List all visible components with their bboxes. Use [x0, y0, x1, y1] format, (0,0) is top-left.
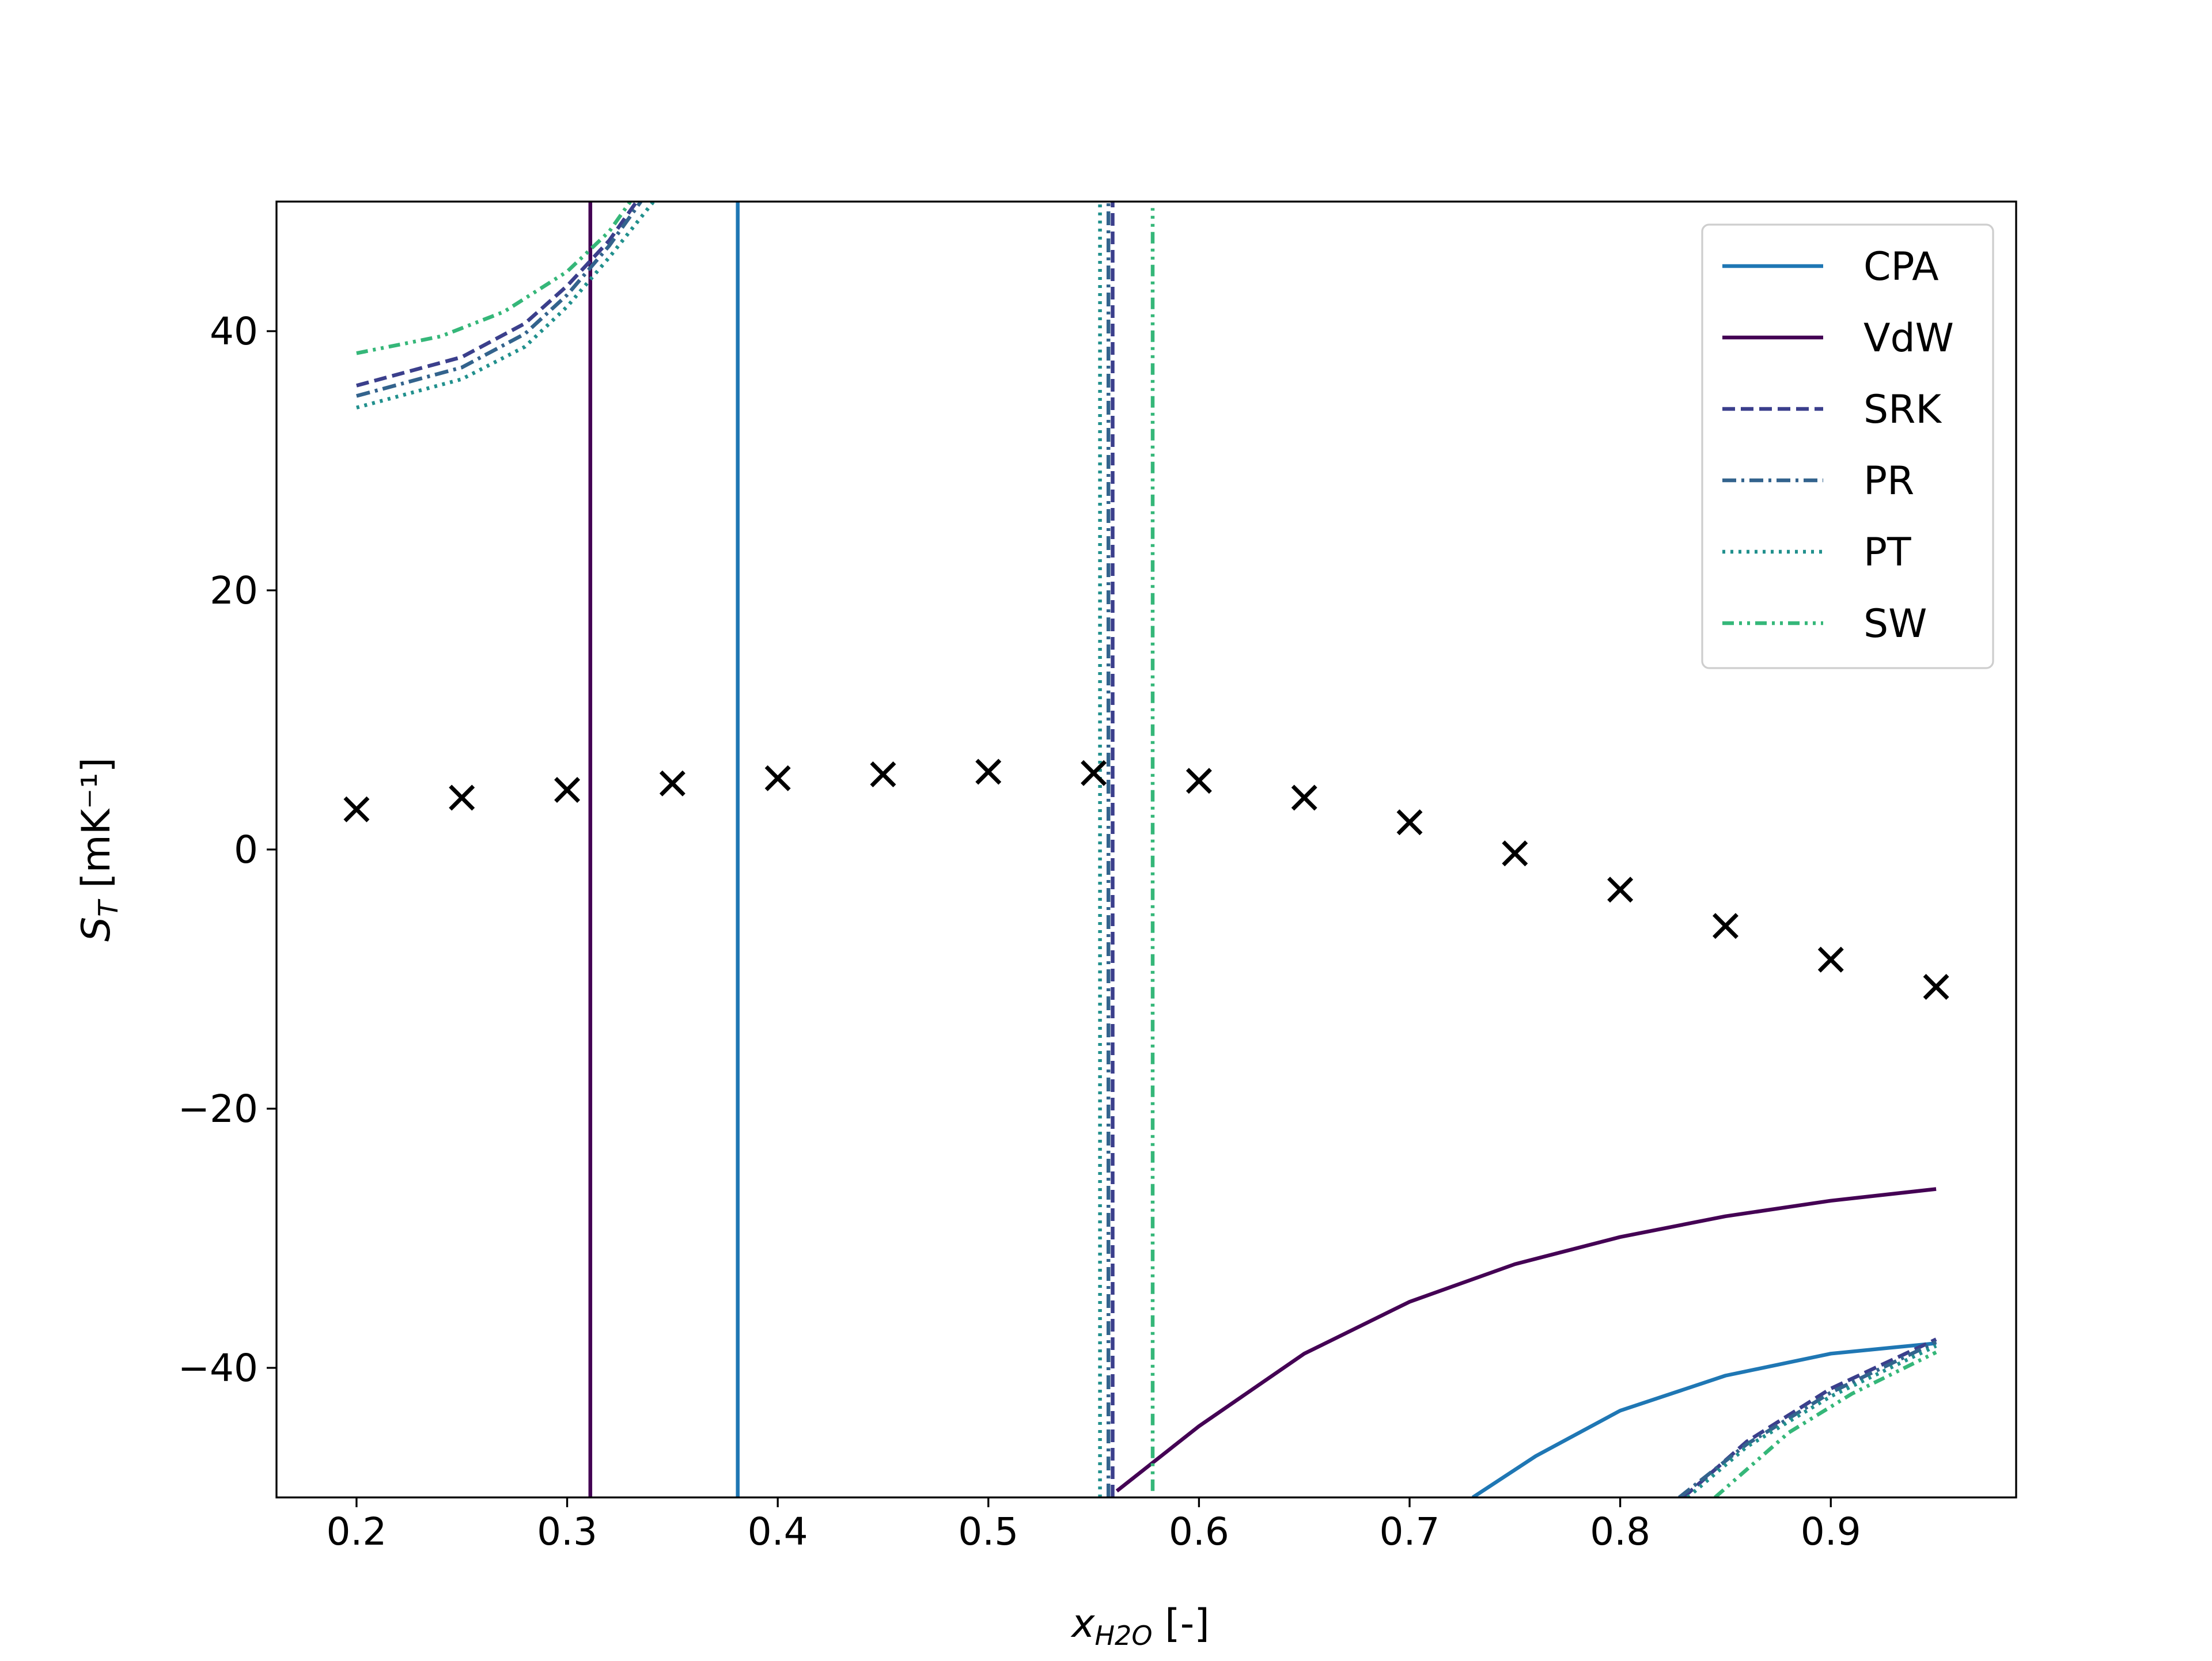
- data-point-marker: [1923, 974, 1949, 1000]
- series-cpa-segment-1: [1471, 1341, 1937, 1497]
- x-axis-label: xH2O [-]: [1070, 1601, 1210, 1651]
- legend-label: PR: [1863, 458, 1914, 504]
- series-srk-segment-0: [356, 202, 638, 388]
- legend-label: CPA: [1863, 244, 1939, 290]
- x-tick-label: 0.8: [1590, 1510, 1650, 1554]
- y-axis-label-subscript: T: [93, 898, 124, 917]
- legend-items: CPA VdW SRK PR PT SW: [1722, 244, 1954, 647]
- series-vdw-segment-1: [1115, 1187, 1937, 1493]
- x-axis-label-symbol: x: [1070, 1601, 1095, 1647]
- legend-label: SRK: [1863, 387, 1942, 433]
- data-point-marker: [1607, 877, 1634, 903]
- data-point-marker: [870, 761, 896, 787]
- y-tick-label: −20: [178, 1087, 258, 1131]
- data-point-marker: [764, 765, 791, 791]
- data-point-marker: [1712, 913, 1738, 939]
- series-srk-segment-2: [1682, 1337, 1937, 1497]
- data-point-marker: [1817, 946, 1844, 973]
- marker-layer: [343, 759, 1949, 1000]
- legend: CPA VdW SRK PR PT SW: [1701, 223, 1994, 669]
- x-tick-label: 0.6: [1169, 1510, 1229, 1554]
- legend-item-pr: PR: [1722, 458, 1914, 504]
- legend-item-cpa: CPA: [1722, 244, 1939, 290]
- series-sw-segment-2: [1714, 1351, 1937, 1497]
- legend-label: SW: [1863, 601, 1927, 647]
- y-axis-label: ST [mK⁻¹]: [74, 757, 124, 942]
- x-tick-label: 0.7: [1380, 1510, 1440, 1554]
- series-sw-segment-0: [356, 202, 632, 355]
- legend-box: [1701, 223, 1994, 669]
- data-point-marker: [343, 796, 370, 822]
- x-tick-label: 0.3: [537, 1510, 597, 1554]
- series-pr: [356, 202, 1937, 1497]
- legend-label: PT: [1863, 530, 1911, 575]
- y-axis-label-unit: [mK⁻¹]: [74, 757, 119, 901]
- legend-item-pt: PT: [1722, 530, 1911, 575]
- data-point-marker: [1185, 768, 1212, 794]
- series-layer: [356, 202, 1937, 1497]
- y-tick-label: 20: [210, 568, 258, 613]
- data-point-marker: [449, 784, 475, 811]
- x-tick-label: 0.9: [1801, 1510, 1861, 1554]
- data-point-marker: [1502, 840, 1528, 867]
- series-cpa: [736, 202, 1937, 1497]
- x-axis-label-unit: [-]: [1153, 1601, 1210, 1647]
- series-vdw: [588, 202, 1937, 1497]
- series-sw: [356, 202, 1937, 1497]
- series-srk: [356, 202, 1937, 1497]
- data-point-marker: [554, 777, 581, 803]
- series-pr-segment-0: [356, 202, 643, 398]
- legend-label: VdW: [1863, 316, 1954, 361]
- data-point-marker: [975, 759, 1002, 785]
- legend-item-srk: SRK: [1722, 387, 1942, 433]
- series-pt-segment-2: [1686, 1344, 1937, 1497]
- data-point-marker: [1291, 784, 1317, 811]
- data-point-marker: [659, 770, 685, 797]
- series-pt: [356, 202, 1937, 1497]
- data-point-marker: [1396, 809, 1423, 836]
- legend-item-sw: SW: [1722, 601, 1927, 647]
- data-point-marker: [1081, 760, 1107, 786]
- series-pt-segment-0: [356, 202, 656, 409]
- y-tick-label: 0: [234, 828, 258, 872]
- y-tick-label: −40: [178, 1346, 258, 1390]
- y-axis-label-symbol: S: [74, 917, 119, 942]
- y-axis-ticks: −40 −20 0 20 40: [178, 309, 276, 1390]
- legend-item-vdw: VdW: [1722, 316, 1954, 361]
- x-tick-label: 0.4: [748, 1510, 808, 1554]
- x-axis-label-subscript: H2O: [1094, 1620, 1152, 1651]
- x-tick-label: 0.5: [958, 1510, 1018, 1554]
- x-tick-label: 0.2: [326, 1510, 387, 1554]
- y-tick-label: 40: [210, 309, 258, 354]
- x-axis-ticks: 0.2 0.3 0.4 0.5 0.6 0.7 0.8 0.9: [326, 1497, 1861, 1554]
